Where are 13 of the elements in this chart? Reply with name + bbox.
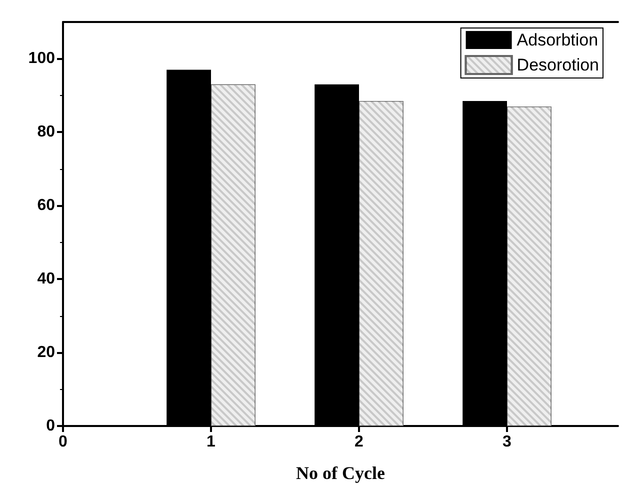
y-tick-label: 60: [37, 197, 56, 214]
x-tick-label: 2: [354, 434, 364, 450]
y-tick-label: 20: [37, 344, 56, 362]
y-tick-label: 80: [37, 124, 56, 141]
legend-label: Adsorbtion: [516, 30, 598, 50]
x-tick-label: 0: [58, 434, 68, 450]
x-tick-label: 3: [502, 434, 512, 450]
y-tick-label: 0: [46, 418, 56, 434]
y-tick-label: 40: [37, 270, 56, 288]
y-tick-label: 100: [28, 50, 56, 68]
x-axis-title: No of Cycle: [296, 463, 385, 483]
legend-label: Desorotion: [516, 56, 600, 74]
x-tick-label: 1: [206, 434, 216, 450]
